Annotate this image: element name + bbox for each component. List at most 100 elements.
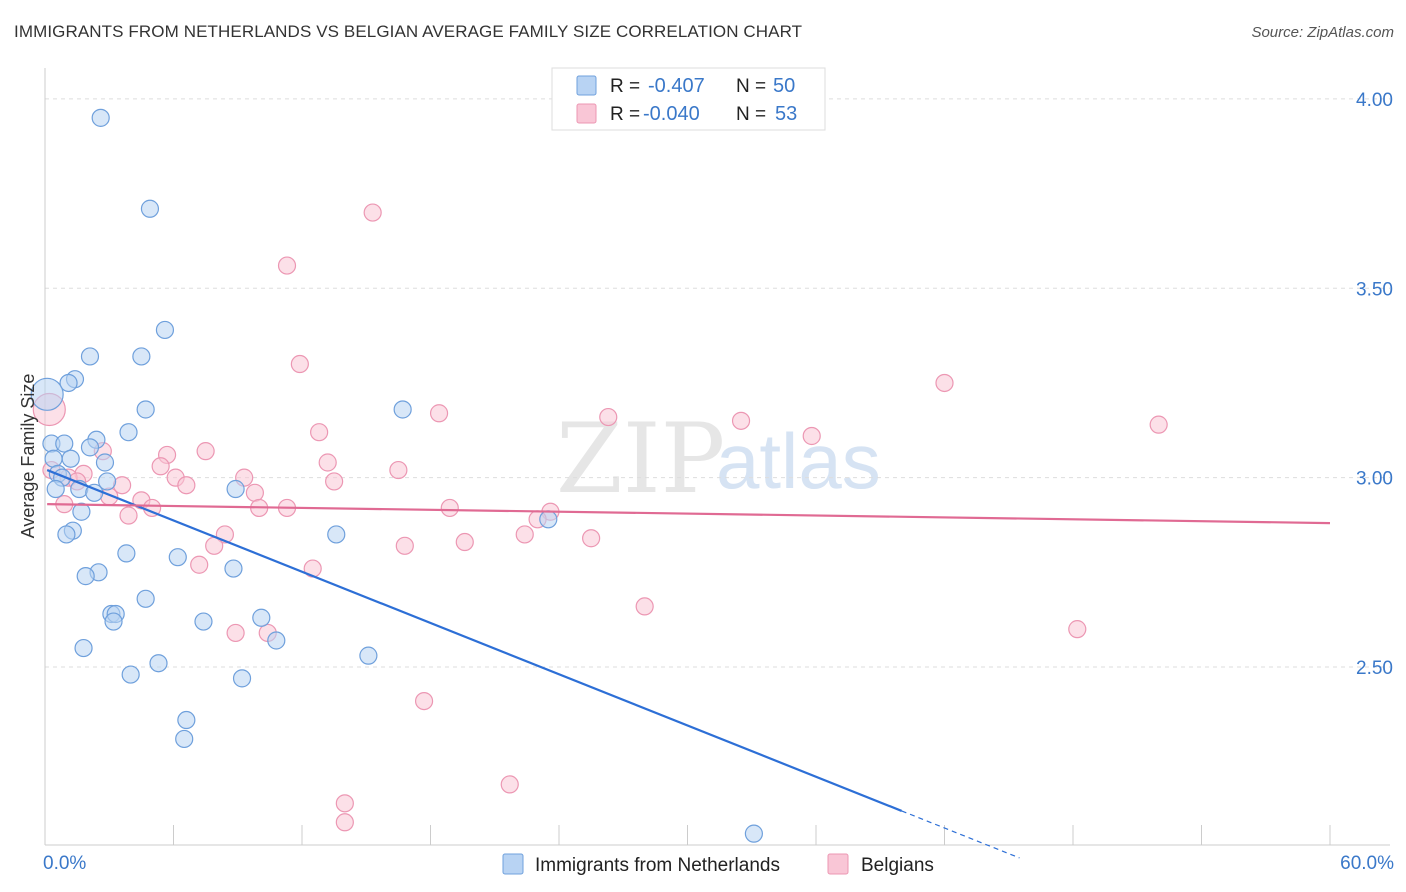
- netherlands-point: [226, 479, 245, 499]
- belgians-point: [802, 426, 821, 446]
- belgians-point: [196, 442, 215, 461]
- y-tick-label: 3.00: [1356, 469, 1393, 490]
- netherlands-point: [155, 320, 175, 340]
- netherlands-trend-line: [46, 469, 903, 812]
- belgians-point: [177, 476, 196, 495]
- netherlands-trend-extension: [901, 810, 1020, 859]
- belgians-point: [190, 555, 209, 574]
- netherlands-point: [117, 544, 136, 563]
- belgians-point: [277, 256, 297, 275]
- netherlands-point: [224, 559, 243, 578]
- belgians-point: [731, 411, 751, 430]
- grid-lines: [45, 98, 1390, 668]
- watermark-zip: ZIP: [556, 403, 725, 515]
- belgians-point: [290, 354, 309, 374]
- legend-label-belgians: Belgians: [861, 855, 934, 876]
- netherlands-point: [267, 631, 286, 650]
- netherlands-point: [136, 589, 155, 608]
- legend-r-value-1: -0.407: [648, 75, 705, 97]
- netherlands-point: [30, 377, 64, 411]
- belgians-point: [119, 506, 138, 525]
- netherlands-point: [744, 824, 763, 843]
- netherlands-point: [140, 199, 160, 218]
- belgians-point: [500, 775, 519, 794]
- netherlands-point: [55, 434, 74, 453]
- netherlands-point: [149, 654, 168, 673]
- belgians-point: [363, 203, 382, 222]
- netherlands-point: [393, 400, 412, 419]
- netherlands-point: [539, 510, 558, 529]
- legend-r-label-2: R =: [610, 104, 640, 125]
- netherlands-point: [57, 525, 76, 544]
- tick-labels: 2.50 3.00 3.50 4.00 0.0% 60.0%: [43, 90, 1394, 874]
- legend-swatch-pink: [576, 103, 597, 124]
- netherlands-point: [80, 347, 100, 366]
- netherlands-point: [177, 710, 196, 730]
- legend-swatch-netherlands: [502, 853, 524, 875]
- belgians-point: [335, 813, 354, 832]
- netherlands-point: [194, 612, 213, 631]
- legend-n-label-1: N =: [736, 76, 766, 97]
- watermark-atlas: atlas: [716, 417, 881, 505]
- legend-swatch-belgians: [827, 853, 849, 875]
- netherlands-point: [46, 479, 65, 499]
- y-tick-label: 2.50: [1356, 658, 1393, 679]
- netherlands-point: [104, 612, 123, 631]
- netherlands-point: [232, 669, 252, 688]
- y-tick-label: 4.00: [1356, 90, 1393, 111]
- belgians-point: [440, 498, 459, 518]
- belgians-point: [1068, 620, 1087, 639]
- legend-n-value-2: 53: [775, 103, 797, 125]
- netherlands-point: [175, 729, 194, 749]
- legend-n-value-1: 50: [773, 75, 795, 97]
- netherlands-point: [61, 449, 80, 468]
- netherlands-point: [91, 108, 110, 127]
- belgians-point: [389, 460, 408, 480]
- y-axis-label: Average Family Size: [18, 374, 38, 539]
- belgians-point: [310, 423, 329, 442]
- belgians-point: [635, 597, 654, 616]
- belgians-point: [582, 529, 601, 548]
- belgians-point: [429, 404, 449, 423]
- netherlands-point: [132, 347, 151, 366]
- netherlands-point: [76, 567, 95, 586]
- legend-n-label-2: N =: [736, 104, 766, 125]
- netherlands-point: [327, 525, 346, 544]
- legend-r-label-1: R =: [610, 76, 640, 97]
- netherlands-point: [136, 400, 155, 419]
- belgians-point: [151, 457, 170, 476]
- belgians-point: [455, 532, 474, 552]
- chart-title: IMMIGRANTS FROM NETHERLANDS VS BELGIAN A…: [14, 22, 803, 41]
- netherlands-point: [168, 548, 187, 567]
- series-netherlands-points: [30, 108, 763, 843]
- trend-lines: [46, 469, 1331, 859]
- netherlands-point: [359, 646, 378, 665]
- belgians-point: [226, 623, 245, 643]
- belgians-trend-line: [47, 503, 1331, 525]
- netherlands-point: [72, 502, 91, 521]
- netherlands-point: [44, 449, 63, 468]
- x-tick-label-left: 0.0%: [43, 853, 86, 874]
- belgians-point: [515, 525, 534, 544]
- legend-swatch-blue: [576, 75, 597, 96]
- belgians-point: [1149, 415, 1168, 434]
- belgians-point: [935, 373, 954, 393]
- netherlands-point: [74, 638, 93, 658]
- chart-source: Source: ZipAtlas.com: [1251, 24, 1394, 41]
- netherlands-point: [59, 373, 78, 393]
- netherlands-point: [119, 423, 138, 442]
- netherlands-point: [95, 453, 115, 472]
- belgians-point: [325, 472, 344, 491]
- belgians-point: [414, 691, 434, 711]
- belgians-point: [395, 536, 414, 555]
- netherlands-point: [121, 665, 140, 684]
- y-tick-label: 3.50: [1356, 279, 1393, 300]
- legend-r-value-2: -0.040: [643, 103, 700, 125]
- correlation-legend: R = -0.407 N = 50 R = -0.040 N = 53: [551, 67, 826, 131]
- x-tick-label-right: 60.0%: [1340, 853, 1394, 874]
- belgians-point: [335, 794, 354, 813]
- netherlands-point: [98, 472, 117, 491]
- netherlands-point: [80, 438, 100, 457]
- belgians-point: [318, 453, 337, 472]
